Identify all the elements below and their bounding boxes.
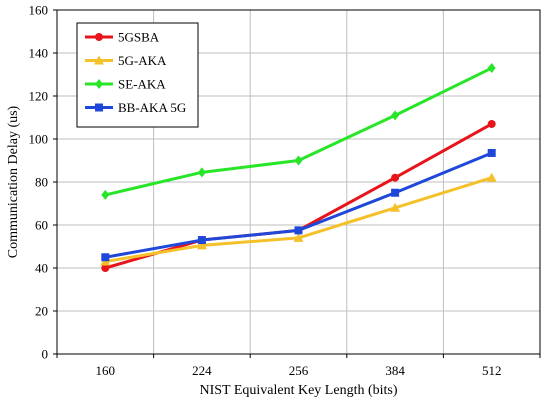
legend: 5GSBA 5G-AKA SE-AKA BB-AKA 5G — [76, 22, 199, 128]
y-tick-label: 160 — [29, 3, 49, 18]
legend-marker-bb-aka-5g — [95, 103, 103, 112]
series-se-aka — [101, 63, 496, 200]
data-point-se-aka — [294, 155, 303, 166]
data-point-se-aka — [391, 110, 400, 121]
data-point-se-aka — [487, 63, 496, 74]
data-point-5gsba — [101, 264, 110, 272]
axis-ticks: 0 20 40 60 80 100 120 140 160 160 224 256 384 512 — [29, 3, 541, 378]
legend-label-5g-aka: 5G-AKA — [118, 53, 167, 68]
y-tick-label: 140 — [29, 46, 49, 61]
y-tick-label: 120 — [29, 89, 49, 104]
data-point-5g-aka — [390, 202, 401, 212]
series-lines — [100, 63, 497, 272]
series-bb-aka-5g — [101, 148, 496, 262]
x-tick-label: 256 — [289, 363, 309, 378]
data-point-bb-aka-5g — [197, 236, 206, 245]
data-point-se-aka — [101, 189, 110, 200]
x-tick-label: 384 — [385, 363, 405, 378]
y-axis-title: Communication Delay (us) — [6, 105, 21, 258]
legend-marker-5gsba — [95, 33, 103, 41]
data-point-5g-aka — [293, 232, 304, 242]
y-tick-label: 40 — [35, 261, 48, 276]
y-tick-label: 0 — [42, 347, 49, 362]
legend-label-bb-aka-5g: BB-AKA 5G — [118, 100, 186, 115]
x-tick-label: 512 — [482, 363, 502, 378]
data-point-5gsba — [487, 119, 496, 128]
legend-marker-se-aka — [95, 79, 103, 89]
data-point-bb-aka-5g — [294, 226, 303, 235]
legend-label-5gsba: 5GSBA — [118, 30, 160, 45]
legend-marker-5g-aka — [94, 55, 104, 65]
data-point-se-aka — [197, 167, 206, 178]
data-point-bb-aka-5g — [391, 188, 400, 197]
data-point-5g-aka — [486, 172, 497, 182]
y-tick-label: 80 — [35, 175, 48, 190]
data-point-bb-aka-5g — [101, 253, 110, 262]
data-point-bb-aka-5g — [487, 148, 496, 157]
y-tick-label: 20 — [35, 304, 48, 319]
legend-label-se-aka: SE-AKA — [118, 77, 166, 92]
data-point-5gsba — [391, 173, 400, 182]
y-tick-label: 100 — [29, 132, 49, 147]
x-tick-label: 224 — [192, 363, 212, 378]
x-axis-title: NIST Equivalent Key Length (bits) — [199, 383, 397, 398]
y-tick-label: 60 — [35, 218, 48, 233]
data-point-5g-aka — [196, 240, 207, 250]
x-tick-label: 160 — [96, 363, 116, 378]
